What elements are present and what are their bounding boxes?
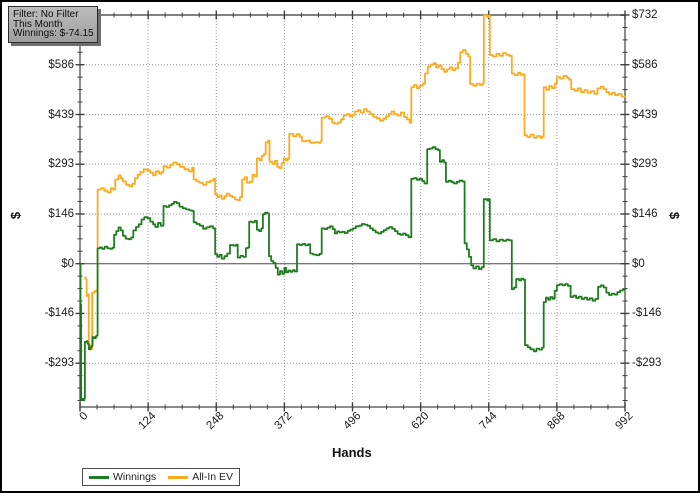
y-axis-label-left: -$146 xyxy=(44,307,74,320)
y-axis-label-right: $0 xyxy=(632,257,645,270)
legend-allinev-label: All-In EV xyxy=(192,471,234,483)
y-axis-label-right: $293 xyxy=(632,158,658,171)
filter-tooltip: Filter: No Filter This Month Winnings: $… xyxy=(8,6,98,44)
y-axis-label-left: $293 xyxy=(48,158,74,171)
legend: Winnings All-In EV xyxy=(82,468,241,486)
y-axis-label-left: $439 xyxy=(48,108,74,121)
y-axis-title-left: $ xyxy=(8,211,24,220)
y-axis-label-left: $586 xyxy=(48,58,74,71)
y-axis-label-right: $146 xyxy=(632,208,658,221)
y-axis-label-right: $439 xyxy=(632,108,658,121)
x-axis-title: Hands xyxy=(332,445,372,460)
y-axis-title-right: $ xyxy=(667,211,683,220)
tooltip-period-line: This Month xyxy=(13,18,63,30)
y-axis-label-right: -$293 xyxy=(632,357,662,370)
y-axis-label-right: -$146 xyxy=(632,307,662,320)
series-winnings-line xyxy=(79,146,626,402)
y-axis-label-left: $146 xyxy=(48,208,74,221)
y-axis-label-right: $732 xyxy=(632,9,658,22)
y-axis-label-left: -$293 xyxy=(44,357,74,370)
legend-allinev-line-sample xyxy=(168,475,189,479)
tooltip-winnings-line: Winnings: $-74.15 xyxy=(13,28,94,40)
legend-winnings-label: Winnings xyxy=(113,471,157,483)
y-axis-label-left: $0 xyxy=(61,257,74,270)
series-all-in-ev-line xyxy=(84,14,626,351)
y-axis-label-right: $586 xyxy=(632,58,658,71)
tooltip-filter-line: Filter: No Filter xyxy=(13,9,79,20)
legend-winnings-line-sample xyxy=(89,475,109,479)
